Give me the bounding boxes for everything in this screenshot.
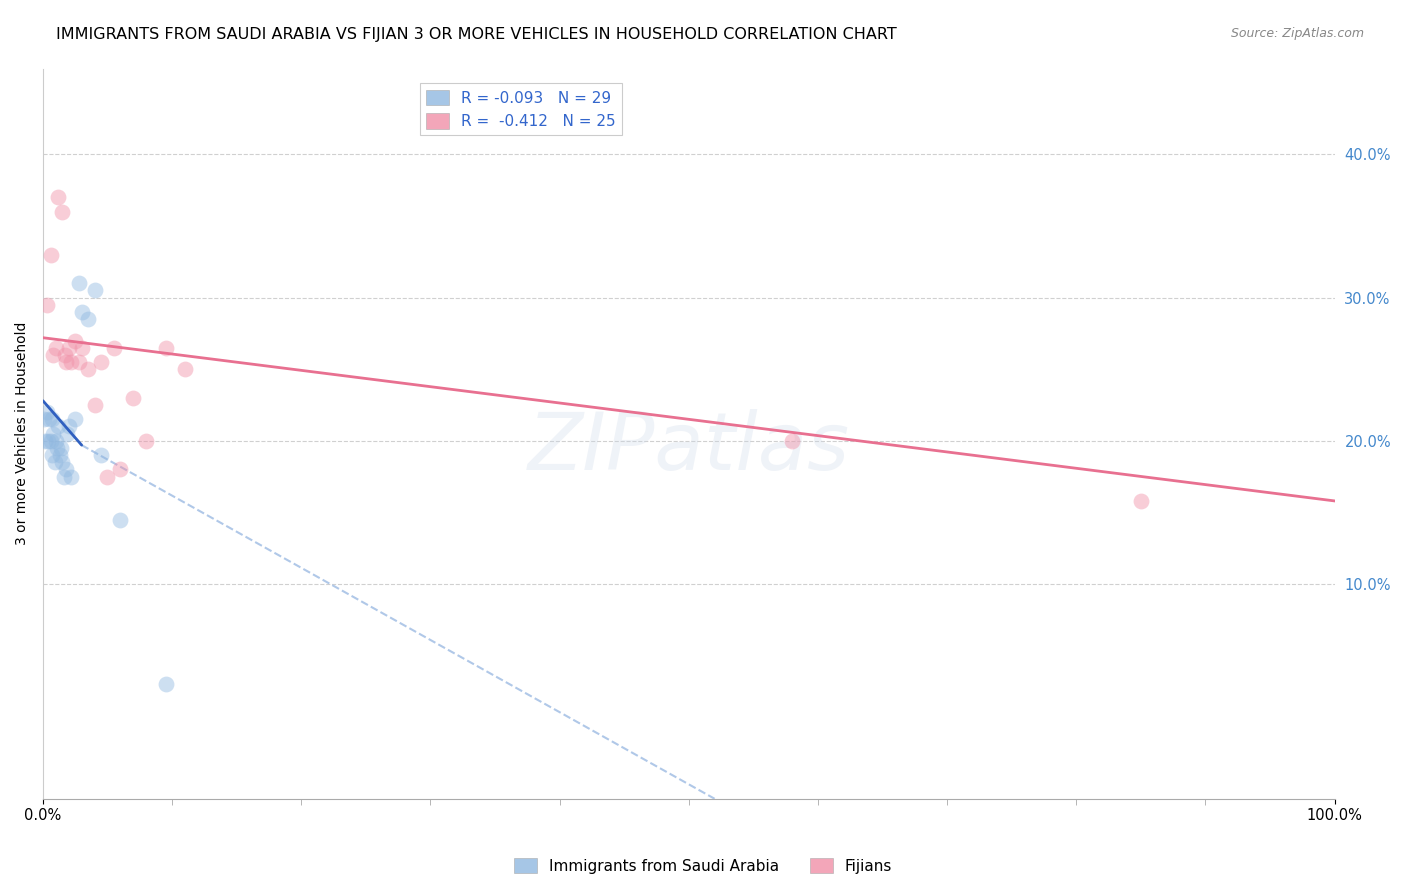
- Point: [90, 355, 112, 369]
- Point: [41, 448, 63, 462]
- Point: [45, 434, 67, 448]
- Point: [51, 204, 73, 219]
- Point: [90, 448, 112, 462]
- Point: [77, 362, 100, 376]
- Point: [70, 341, 93, 355]
- Y-axis label: 3 or more Vehicles in Household: 3 or more Vehicles in Household: [15, 322, 30, 545]
- Point: [60, 469, 83, 483]
- Legend: Immigrants from Saudi Arabia, Fijians: Immigrants from Saudi Arabia, Fijians: [508, 852, 898, 880]
- Point: [155, 677, 177, 691]
- Point: [110, 512, 132, 526]
- Point: [37, 434, 59, 448]
- Point: [96, 469, 118, 483]
- Point: [110, 462, 132, 476]
- Point: [67, 277, 90, 291]
- Point: [34, 434, 56, 448]
- Point: [58, 419, 80, 434]
- Point: [83, 284, 105, 298]
- Point: [1129, 494, 1152, 508]
- Point: [67, 355, 90, 369]
- Text: Source: ZipAtlas.com: Source: ZipAtlas.com: [1230, 27, 1364, 40]
- Point: [42, 348, 65, 362]
- Point: [38, 412, 60, 426]
- Text: ZIPatlas: ZIPatlas: [527, 409, 849, 487]
- Point: [46, 441, 69, 455]
- Point: [63, 412, 86, 426]
- Point: [44, 455, 66, 469]
- Point: [53, 348, 76, 362]
- Point: [48, 419, 70, 434]
- Point: [56, 426, 79, 441]
- Point: [51, 455, 73, 469]
- Point: [70, 305, 93, 319]
- Point: [42, 426, 65, 441]
- Point: [155, 341, 177, 355]
- Point: [49, 441, 72, 455]
- Point: [60, 355, 83, 369]
- Point: [58, 341, 80, 355]
- Point: [32, 412, 55, 426]
- Point: [63, 334, 86, 348]
- Point: [135, 434, 157, 448]
- Point: [780, 434, 803, 448]
- Point: [77, 312, 100, 326]
- Legend: R = -0.093   N = 29, R =  -0.412   N = 25: R = -0.093 N = 29, R = -0.412 N = 25: [420, 84, 621, 136]
- Text: IMMIGRANTS FROM SAUDI ARABIA VS FIJIAN 3 OR MORE VEHICLES IN HOUSEHOLD CORRELATI: IMMIGRANTS FROM SAUDI ARABIA VS FIJIAN 3…: [56, 27, 897, 42]
- Point: [48, 190, 70, 204]
- Point: [41, 412, 63, 426]
- Point: [55, 355, 77, 369]
- Point: [122, 391, 145, 405]
- Point: [39, 434, 62, 448]
- Point: [103, 341, 125, 355]
- Point: [83, 398, 105, 412]
- Point: [174, 362, 197, 376]
- Point: [55, 462, 77, 476]
- Point: [48, 448, 70, 462]
- Point: [35, 405, 58, 419]
- Point: [35, 298, 58, 312]
- Point: [45, 341, 67, 355]
- Point: [52, 469, 75, 483]
- Point: [39, 247, 62, 261]
